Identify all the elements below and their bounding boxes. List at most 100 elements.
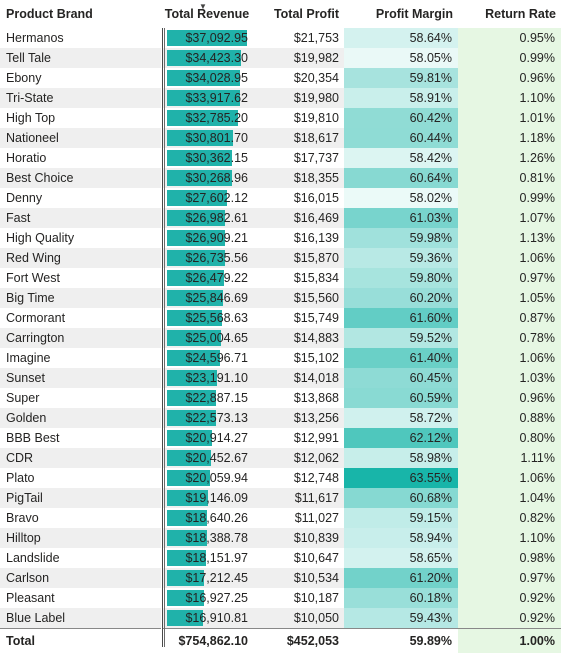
revenue-cell: $24,596.71 — [162, 348, 252, 368]
revenue-cell: $23,191.10 — [162, 368, 252, 388]
revenue-cell: $34,028.95 — [162, 68, 252, 88]
brand-cell: Pleasant — [0, 588, 162, 608]
brand-cell: Tri-State — [0, 88, 162, 108]
revenue-value: $34,028.95 — [185, 71, 248, 85]
return-rate-cell: 0.97% — [458, 568, 561, 588]
return-rate-cell: 1.13% — [458, 228, 561, 248]
column-header-revenue[interactable]: Total Revenue — [162, 0, 252, 28]
return-rate-cell: 0.78% — [458, 328, 561, 348]
brand-cell: PigTail — [0, 488, 162, 508]
column-header-brand[interactable]: Product Brand — [0, 0, 162, 28]
revenue-value: $25,004.65 — [185, 331, 248, 345]
profit-cell: $11,027 — [252, 508, 344, 528]
profit-cell: $14,883 — [252, 328, 344, 348]
return-rate-cell: 1.11% — [458, 448, 561, 468]
column-header-margin[interactable]: Profit Margin — [344, 0, 458, 28]
revenue-value: $33,917.62 — [185, 91, 248, 105]
revenue-cell: $30,268.96 — [162, 168, 252, 188]
revenue-value: $26,735.56 — [185, 251, 248, 265]
profit-cell: $18,617 — [252, 128, 344, 148]
brand-cell: Plato — [0, 468, 162, 488]
return-rate-cell: 0.80% — [458, 428, 561, 448]
revenue-value: $22,573.13 — [185, 411, 248, 425]
revenue-cell: $18,388.78 — [162, 528, 252, 548]
revenue-cell: $20,452.67 — [162, 448, 252, 468]
revenue-cell: $17,212.45 — [162, 568, 252, 588]
brand-cell: Fort West — [0, 268, 162, 288]
revenue-value: $16,910.81 — [185, 611, 248, 625]
revenue-value: $20,914.27 — [185, 431, 248, 445]
brand-cell: Carrington — [0, 328, 162, 348]
profit-cell: $10,187 — [252, 588, 344, 608]
margin-cell: 60.44% — [344, 128, 458, 148]
profit-cell: $12,991 — [252, 428, 344, 448]
brand-cell: Best Choice — [0, 168, 162, 188]
return-rate-cell: 0.99% — [458, 48, 561, 68]
revenue-value: $20,452.67 — [185, 451, 248, 465]
brand-cell: Ebony — [0, 68, 162, 88]
revenue-cell: $25,568.63 — [162, 308, 252, 328]
profit-cell: $10,050 — [252, 608, 344, 629]
margin-cell: 59.36% — [344, 248, 458, 268]
brand-cell: Blue Label — [0, 608, 162, 629]
brand-cell: Nationeel — [0, 128, 162, 148]
margin-cell: 59.81% — [344, 68, 458, 88]
column-header-return-rate[interactable]: Return Rate — [458, 0, 561, 28]
return-rate-cell: 1.03% — [458, 368, 561, 388]
brand-cell: Golden — [0, 408, 162, 428]
revenue-value: $27,602.12 — [185, 191, 248, 205]
return-rate-cell: 1.18% — [458, 128, 561, 148]
revenue-cell: $25,004.65 — [162, 328, 252, 348]
brand-cell: Hermanos — [0, 28, 162, 48]
margin-cell: 60.20% — [344, 288, 458, 308]
profit-cell: $16,139 — [252, 228, 344, 248]
revenue-cell: $16,910.81 — [162, 608, 252, 629]
header-row: Product Brand Total Revenue Total Profit… — [0, 0, 561, 28]
total-revenue: $754,862.10 — [162, 629, 252, 653]
revenue-value: $19,146.09 — [185, 491, 248, 505]
return-rate-cell: 0.81% — [458, 168, 561, 188]
return-rate-cell: 0.97% — [458, 268, 561, 288]
return-rate-cell: 1.07% — [458, 208, 561, 228]
revenue-cell: $25,846.69 — [162, 288, 252, 308]
revenue-cell: $22,573.13 — [162, 408, 252, 428]
profit-cell: $13,256 — [252, 408, 344, 428]
column-header-profit[interactable]: Total Profit — [252, 0, 344, 28]
revenue-value: $18,388.78 — [185, 531, 248, 545]
revenue-value: $16,927.25 — [185, 591, 248, 605]
brand-cell: Bravo — [0, 508, 162, 528]
profit-cell: $20,354 — [252, 68, 344, 88]
return-rate-cell: 1.10% — [458, 88, 561, 108]
